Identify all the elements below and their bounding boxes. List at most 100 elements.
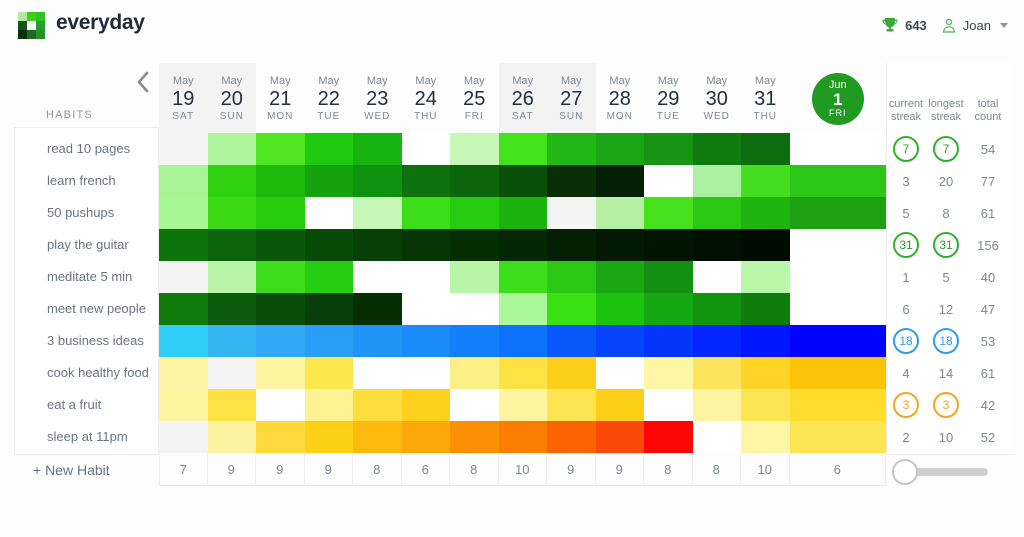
habit-day-cell[interactable] (207, 133, 256, 165)
habit-day-cell[interactable] (595, 261, 644, 293)
habit-day-cell[interactable] (741, 165, 790, 197)
habit-day-cell[interactable] (304, 389, 353, 421)
habit-day-cell[interactable] (159, 133, 208, 165)
habit-day-cell[interactable] (401, 421, 450, 453)
habit-day-cell[interactable] (789, 389, 886, 421)
habit-day-cell[interactable] (692, 325, 741, 357)
habit-day-cell[interactable] (401, 261, 450, 293)
habit-day-cell[interactable] (207, 197, 256, 229)
habit-day-cell[interactable] (304, 293, 353, 325)
habit-day-cell[interactable] (353, 325, 402, 357)
habit-day-cell[interactable] (256, 421, 305, 453)
habit-day-cell[interactable] (789, 133, 886, 165)
new-habit-button[interactable]: + New Habit (33, 462, 110, 478)
habit-name[interactable]: read 10 pages (47, 141, 131, 156)
habit-day-cell[interactable] (741, 421, 790, 453)
habit-day-cell[interactable] (498, 325, 547, 357)
habit-day-cell[interactable] (644, 389, 693, 421)
habit-day-cell[interactable] (256, 197, 305, 229)
habit-day-cell[interactable] (256, 261, 305, 293)
habit-day-cell[interactable] (789, 357, 886, 389)
habit-day-cell[interactable] (159, 325, 208, 357)
habit-day-cell[interactable] (304, 261, 353, 293)
habit-day-cell[interactable] (159, 165, 208, 197)
habit-day-cell[interactable] (547, 197, 596, 229)
habit-day-cell[interactable] (353, 197, 402, 229)
habit-day-cell[interactable] (159, 293, 208, 325)
habit-day-cell[interactable] (401, 293, 450, 325)
habit-day-cell[interactable] (401, 357, 450, 389)
habit-day-cell[interactable] (789, 421, 886, 453)
habit-day-cell[interactable] (353, 421, 402, 453)
habit-day-cell[interactable] (353, 357, 402, 389)
habit-name[interactable]: cook healthy food (47, 365, 149, 380)
habit-day-cell[interactable] (207, 325, 256, 357)
habit-day-cell[interactable] (498, 293, 547, 325)
habit-day-cell[interactable] (741, 229, 790, 261)
habit-day-cell[interactable] (450, 197, 499, 229)
habit-day-cell[interactable] (450, 293, 499, 325)
habit-day-cell[interactable] (207, 389, 256, 421)
habit-day-cell[interactable] (256, 229, 305, 261)
habit-day-cell[interactable] (450, 325, 499, 357)
habit-day-cell[interactable] (595, 421, 644, 453)
habit-day-cell[interactable] (595, 133, 644, 165)
habit-day-cell[interactable] (692, 229, 741, 261)
habit-day-cell[interactable] (159, 229, 208, 261)
habit-day-cell[interactable] (159, 261, 208, 293)
habit-day-cell[interactable] (353, 389, 402, 421)
habit-day-cell[interactable] (498, 165, 547, 197)
habit-name[interactable]: eat a fruit (47, 397, 102, 412)
habit-day-cell[interactable] (692, 357, 741, 389)
habit-day-cell[interactable] (207, 165, 256, 197)
habit-name[interactable]: 3 business ideas (47, 333, 144, 348)
habit-day-cell[interactable] (159, 389, 208, 421)
habit-day-cell[interactable] (644, 261, 693, 293)
habit-day-cell[interactable] (789, 197, 886, 229)
habit-day-cell[interactable] (595, 293, 644, 325)
habit-day-cell[interactable] (159, 357, 208, 389)
habit-day-cell[interactable] (741, 357, 790, 389)
habit-day-cell[interactable] (353, 133, 402, 165)
habit-day-cell[interactable] (644, 357, 693, 389)
habit-day-cell[interactable] (256, 389, 305, 421)
habit-day-cell[interactable] (692, 293, 741, 325)
habit-day-cell[interactable] (547, 389, 596, 421)
habit-day-cell[interactable] (498, 133, 547, 165)
habit-day-cell[interactable] (401, 197, 450, 229)
habit-day-cell[interactable] (595, 229, 644, 261)
habit-day-cell[interactable] (692, 165, 741, 197)
habit-day-cell[interactable] (692, 133, 741, 165)
habit-day-cell[interactable] (644, 165, 693, 197)
habit-day-cell[interactable] (450, 389, 499, 421)
username[interactable]: Joan (962, 17, 991, 33)
habit-day-cell[interactable] (741, 293, 790, 325)
habit-day-cell[interactable] (256, 357, 305, 389)
habit-day-cell[interactable] (304, 229, 353, 261)
habit-day-cell[interactable] (159, 421, 208, 453)
habit-day-cell[interactable] (304, 197, 353, 229)
habit-day-cell[interactable] (498, 229, 547, 261)
habit-day-cell[interactable] (547, 229, 596, 261)
prev-week-button[interactable] (136, 71, 149, 98)
habit-day-cell[interactable] (207, 421, 256, 453)
habit-day-cell[interactable] (353, 165, 402, 197)
habit-day-cell[interactable] (450, 229, 499, 261)
habit-day-cell[interactable] (401, 389, 450, 421)
habit-day-cell[interactable] (256, 133, 305, 165)
habit-day-cell[interactable] (450, 261, 499, 293)
habit-day-cell[interactable] (789, 165, 886, 197)
habit-day-cell[interactable] (644, 293, 693, 325)
chevron-down-icon[interactable] (1000, 22, 1008, 28)
habit-day-cell[interactable] (256, 165, 305, 197)
habit-day-cell[interactable] (644, 133, 693, 165)
habit-day-cell[interactable] (595, 357, 644, 389)
habit-day-cell[interactable] (692, 261, 741, 293)
habit-day-cell[interactable] (741, 261, 790, 293)
habit-day-cell[interactable] (304, 133, 353, 165)
habit-day-cell[interactable] (547, 133, 596, 165)
habit-name[interactable]: meditate 5 min (47, 269, 133, 284)
habit-day-cell[interactable] (741, 325, 790, 357)
habit-day-cell[interactable] (741, 197, 790, 229)
habit-name[interactable]: play the guitar (47, 237, 129, 252)
